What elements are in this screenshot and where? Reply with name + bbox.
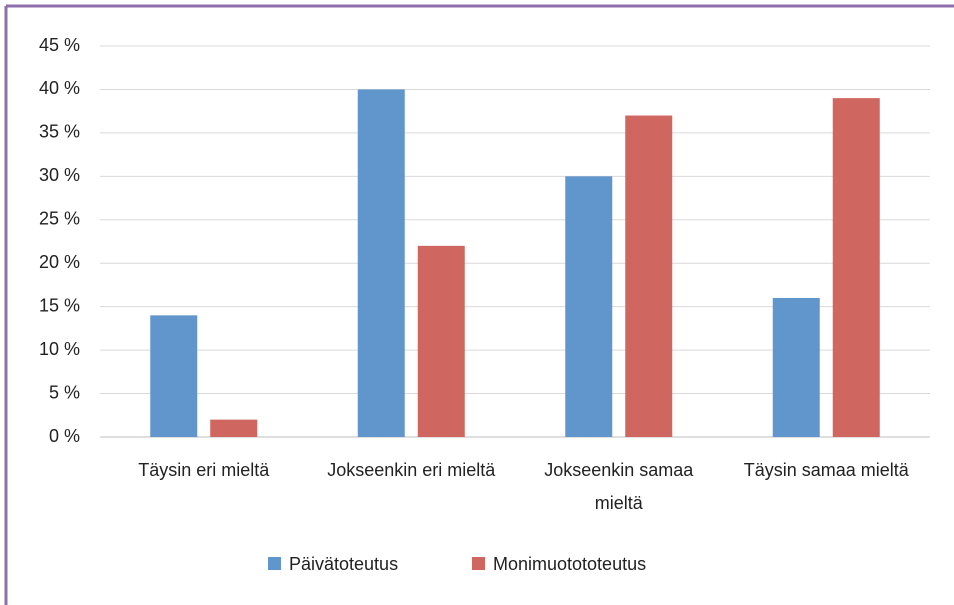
y-tick-label: 35 % bbox=[39, 122, 80, 142]
x-tick-label: Täysin samaa mieltä bbox=[743, 460, 909, 480]
y-tick-label: 20 % bbox=[39, 252, 80, 272]
bar bbox=[357, 89, 405, 437]
legend-label: Monimuotototeutus bbox=[493, 554, 646, 574]
bar bbox=[565, 176, 613, 438]
y-tick-label: 25 % bbox=[39, 209, 80, 229]
y-tick-label: 10 % bbox=[39, 339, 80, 359]
x-tick-label: Jokseenkin eri mieltä bbox=[327, 460, 496, 480]
bar bbox=[625, 115, 673, 437]
bar bbox=[417, 245, 465, 437]
y-tick-label: 45 % bbox=[39, 35, 80, 55]
x-tick-label: Jokseenkin samaa mieltä bbox=[544, 460, 694, 513]
y-tick-label: 0 % bbox=[49, 426, 80, 446]
bar bbox=[832, 98, 880, 437]
y-tick-label: 15 % bbox=[39, 295, 80, 315]
y-tick-label: 30 % bbox=[39, 165, 80, 185]
legend-swatch bbox=[472, 557, 485, 570]
bar bbox=[150, 315, 198, 437]
y-tick-label: 40 % bbox=[39, 78, 80, 98]
bar bbox=[772, 297, 820, 437]
legend-label: Päivätoteutus bbox=[289, 554, 398, 574]
bar bbox=[210, 419, 258, 437]
y-tick-label: 5 % bbox=[49, 382, 80, 402]
x-tick-label: Täysin eri mieltä bbox=[138, 460, 270, 480]
legend-swatch bbox=[268, 557, 281, 570]
